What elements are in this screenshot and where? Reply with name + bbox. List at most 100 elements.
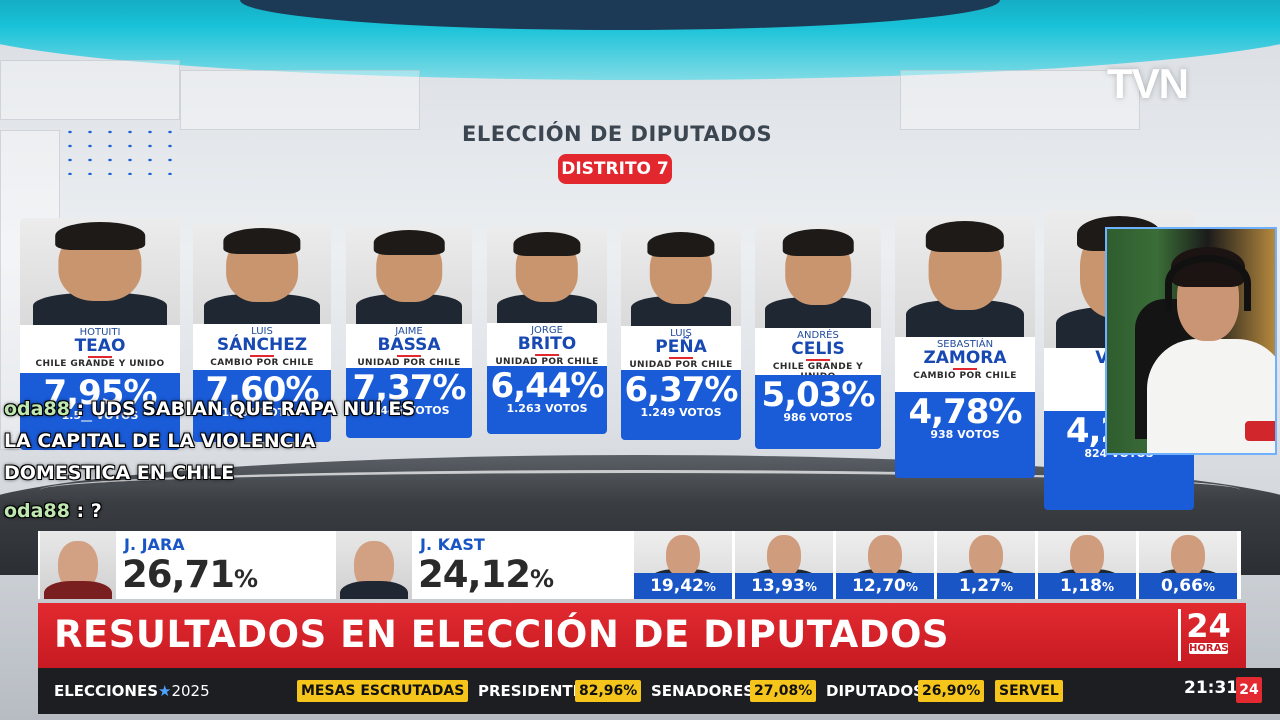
- brand-text: ELECCIONES: [54, 682, 159, 700]
- candidate-card: HOTUITI TEAO CHILE GRANDE Y UNIDO 7,95% …: [20, 218, 180, 450]
- channel-bug: 24: [1236, 677, 1262, 703]
- percentage-unit: %: [804, 580, 817, 594]
- candidate-result-box: 7,37% 1.446 VOTOS: [346, 368, 472, 438]
- candidate-photo: [621, 228, 741, 326]
- percentage-unit: %: [905, 580, 918, 594]
- candidate-name-box: SEBASTIÁN ZAMORA CAMBIO POR CHILE: [895, 336, 1035, 392]
- candidate-photo: [40, 531, 116, 599]
- candidate-last-name: ZAMORA: [923, 347, 1007, 368]
- headline-bar: RESULTADOS EN ELECCIÓN DE DIPUTADOS 24 H…: [38, 603, 1246, 668]
- logo-label: HORAS: [1189, 643, 1229, 654]
- senadores-value: 27,08%: [750, 680, 817, 702]
- chat-line: DOMESTICA EN CHILE: [4, 462, 234, 484]
- candidate-hair: [513, 231, 581, 257]
- 24-horas-logo: 24 HORAS: [1178, 609, 1236, 661]
- decorative-dots: [60, 125, 180, 175]
- candidate-percentage: 0,66%: [1139, 573, 1237, 599]
- candidate-first-name: SEBASTIÁN: [936, 338, 994, 350]
- presidential-candidate-mini: 19,42%: [634, 531, 732, 599]
- candidate-last-name: BASSA: [377, 334, 441, 355]
- candidate-party: CAMBIO POR CHILE: [210, 358, 314, 369]
- candidate-photo: [755, 225, 881, 329]
- candidate-last-name: BRITO: [517, 333, 577, 354]
- candidate-percentage: 1,18%: [1038, 573, 1136, 599]
- candidate-hair: [373, 229, 445, 256]
- percentage-value: 1,27: [959, 576, 1001, 596]
- percentage-unit: %: [234, 565, 258, 593]
- candidate-result-box: 6,44% 1.263 VOTOS: [487, 366, 607, 434]
- candidate-hair: [55, 222, 145, 250]
- candidate-name-box: JORGE BRITO UNIDAD POR CHILE: [487, 322, 607, 367]
- presidential-candidate-mini: 1,18%: [1038, 531, 1136, 599]
- candidate-photo: [336, 531, 412, 599]
- candidate-photo: [487, 228, 607, 323]
- headline-text: RESULTADOS EN ELECCIÓN DE DIPUTADOS: [54, 613, 950, 656]
- candidate-result-box: 7,60% 1.491 VOTOS: [193, 370, 331, 442]
- candidate-percentage: 6,37%: [624, 370, 739, 411]
- candidate-hair: [223, 228, 301, 255]
- candidate-party: UNIDAD POR CHILE: [629, 359, 733, 370]
- percentage-unit: %: [530, 565, 554, 593]
- wall-panel: [900, 70, 1140, 130]
- candidate-face: [666, 535, 700, 577]
- candidate-last-name: TEAO: [74, 335, 126, 356]
- headphones-icon: [1165, 255, 1251, 311]
- candidate-face: [1070, 535, 1104, 577]
- name-underline: [669, 356, 693, 359]
- name-underline: [250, 355, 274, 358]
- percentage-value: 26,71: [122, 553, 235, 596]
- candidate-percentage: 7,95%: [43, 373, 158, 414]
- candidate-card: JORGE BRITO UNIDAD POR CHILE 6,44% 1.263…: [487, 228, 607, 434]
- name-underline: [535, 353, 559, 356]
- candidate-result-box: 6,37% 1.249 VOTOS: [621, 370, 741, 440]
- percentage-unit: %: [1000, 580, 1013, 594]
- candidate-hair: [782, 229, 854, 256]
- candidate-party: CHILE GRANDE Y UNIDO: [35, 358, 165, 369]
- candidate-last-name: PEÑA: [655, 336, 707, 357]
- percentage-value: 19,42: [650, 576, 704, 596]
- chat-username: oda88: [4, 398, 70, 420]
- presidential-candidate-main: J. KAST 24,12%: [334, 531, 634, 599]
- bottom-ticker: ELECCIONES★2025 MESAS ESCRUTADAS PRESIDE…: [38, 668, 1280, 714]
- percentage-value: 13,93: [751, 576, 805, 596]
- floor-line: [40, 470, 1240, 510]
- candidate-photo: [20, 218, 180, 325]
- candidate-votes: 1.249 VOTOS: [640, 406, 722, 420]
- candidate-percentage: 6,44%: [490, 366, 605, 407]
- candidate-first-name: JAIME: [395, 325, 423, 337]
- mesas-escrutadas-badge: MESAS ESCRUTADAS: [297, 680, 469, 702]
- candidate-first-name: LUIS: [251, 326, 273, 338]
- tvn-logo: TVN: [1107, 60, 1189, 107]
- microphone-icon: [1245, 421, 1275, 441]
- name-underline: [397, 354, 421, 357]
- brand-year: 2025: [171, 682, 210, 700]
- candidate-hair: [647, 231, 715, 258]
- candidate-last-name: SÁNCHEZ: [216, 335, 308, 356]
- name-underline: [953, 367, 977, 370]
- candidate-first-name: JORGE: [531, 324, 563, 336]
- percentage-unit: %: [1101, 580, 1114, 594]
- candidate-face: [868, 535, 902, 577]
- percentage-unit: %: [703, 580, 716, 594]
- candidate-card: SEBASTIÁN ZAMORA CAMBIO POR CHILE 4,78% …: [895, 216, 1035, 478]
- board-title: ELECCIÓN DE DIPUTADOS: [462, 122, 773, 146]
- presidente-value: 82,96%: [575, 680, 642, 702]
- district-badge: DISTRITO 7: [558, 154, 672, 184]
- candidate-first-name: HOTUITI: [79, 326, 121, 338]
- candidate-first-name: LUIS: [670, 327, 692, 339]
- candidate-name: J. JARA: [124, 535, 185, 554]
- name-underline: [806, 359, 830, 362]
- candidate-card: LUIS PEÑA UNIDAD POR CHILE 6,37% 1.249 V…: [621, 228, 741, 440]
- candidate-name-box: LUIS PEÑA UNIDAD POR CHILE: [621, 325, 741, 371]
- percentage-value: 1,18: [1060, 576, 1102, 596]
- candidate-percentage: 4,78%: [908, 391, 1023, 432]
- candidate-name-box: ANDRÉS CELIS CHILE GRANDE Y UNIDO: [755, 328, 881, 382]
- candidate-votes: 1.446 VOTOS: [368, 404, 450, 418]
- candidate-percentage: 5,03%: [761, 375, 876, 416]
- presidential-candidate-mini: 0,66%: [1139, 531, 1237, 599]
- candidate-face: [1171, 535, 1205, 577]
- candidate-votes: 938 VOTOS: [930, 427, 1000, 441]
- candidate-name: J. KAST: [420, 535, 485, 554]
- logo-number: 24: [1186, 607, 1231, 645]
